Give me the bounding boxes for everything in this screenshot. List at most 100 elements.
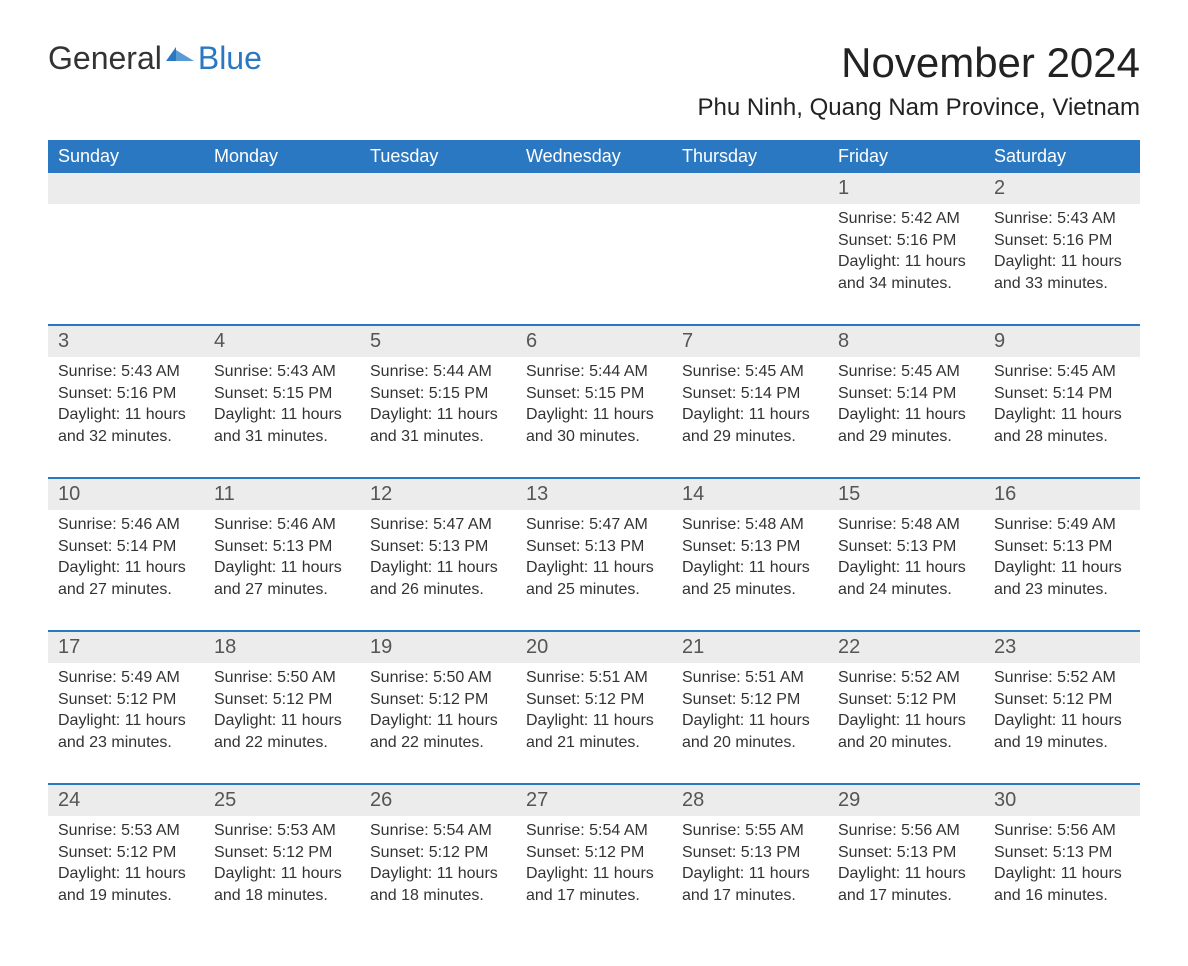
sunrise-value: 5:43 AM bbox=[277, 363, 336, 380]
sunset-line: Sunset: 5:12 PM bbox=[682, 689, 818, 711]
sunrise-value: 5:56 AM bbox=[1057, 822, 1116, 839]
daylight-line: Daylight: 11 hours and 26 minutes. bbox=[370, 557, 506, 600]
day-of-week-header: SundayMondayTuesdayWednesdayThursdayFrid… bbox=[48, 140, 1140, 173]
sunset-label: Sunset: bbox=[838, 844, 892, 861]
sunset-line: Sunset: 5:12 PM bbox=[838, 689, 974, 711]
day-cell bbox=[204, 204, 360, 314]
sunset-value: 5:12 PM bbox=[117, 691, 177, 708]
day-cell: Sunrise: 5:45 AMSunset: 5:14 PMDaylight:… bbox=[828, 357, 984, 467]
daylight-line: Daylight: 11 hours and 32 minutes. bbox=[58, 404, 194, 447]
day-cell: Sunrise: 5:49 AMSunset: 5:12 PMDaylight:… bbox=[48, 663, 204, 773]
sunset-line: Sunset: 5:12 PM bbox=[58, 689, 194, 711]
sunrise-value: 5:52 AM bbox=[1057, 669, 1116, 686]
daylight-line: Daylight: 11 hours and 20 minutes. bbox=[838, 710, 974, 753]
sunset-label: Sunset: bbox=[526, 538, 580, 555]
sunrise-value: 5:48 AM bbox=[745, 516, 804, 533]
day-number: 29 bbox=[828, 785, 984, 816]
sunset-label: Sunset: bbox=[214, 385, 268, 402]
sunrise-line: Sunrise: 5:47 AM bbox=[370, 514, 506, 536]
daylight-label: Daylight: bbox=[526, 406, 588, 423]
sunset-label: Sunset: bbox=[58, 538, 112, 555]
sunset-value: 5:12 PM bbox=[741, 691, 801, 708]
sunset-line: Sunset: 5:13 PM bbox=[370, 536, 506, 558]
sunrise-value: 5:49 AM bbox=[1057, 516, 1116, 533]
daylight-line: Daylight: 11 hours and 17 minutes. bbox=[526, 863, 662, 906]
sunrise-line: Sunrise: 5:56 AM bbox=[994, 820, 1130, 842]
dow-cell: Wednesday bbox=[516, 140, 672, 173]
sunset-label: Sunset: bbox=[526, 385, 580, 402]
sunrise-label: Sunrise: bbox=[682, 669, 741, 686]
sunset-line: Sunset: 5:12 PM bbox=[370, 842, 506, 864]
daylight-line: Daylight: 11 hours and 25 minutes. bbox=[682, 557, 818, 600]
daylight-line: Daylight: 11 hours and 30 minutes. bbox=[526, 404, 662, 447]
sunset-value: 5:12 PM bbox=[429, 844, 489, 861]
daylight-label: Daylight: bbox=[994, 559, 1056, 576]
day-number: 13 bbox=[516, 479, 672, 510]
day-number: 18 bbox=[204, 632, 360, 663]
day-cell bbox=[360, 204, 516, 314]
day-cell: Sunrise: 5:45 AMSunset: 5:14 PMDaylight:… bbox=[672, 357, 828, 467]
sunrise-line: Sunrise: 5:51 AM bbox=[682, 667, 818, 689]
daylight-line: Daylight: 11 hours and 27 minutes. bbox=[214, 557, 350, 600]
sunset-value: 5:13 PM bbox=[897, 538, 957, 555]
daylight-label: Daylight: bbox=[214, 406, 276, 423]
sunset-value: 5:15 PM bbox=[585, 385, 645, 402]
day-cell: Sunrise: 5:43 AMSunset: 5:16 PMDaylight:… bbox=[48, 357, 204, 467]
day-number bbox=[360, 173, 516, 204]
sunset-label: Sunset: bbox=[838, 385, 892, 402]
daylight-label: Daylight: bbox=[370, 712, 432, 729]
sunset-value: 5:16 PM bbox=[117, 385, 177, 402]
sunset-value: 5:12 PM bbox=[273, 844, 333, 861]
dow-cell: Monday bbox=[204, 140, 360, 173]
sunset-line: Sunset: 5:15 PM bbox=[214, 383, 350, 405]
sunset-line: Sunset: 5:16 PM bbox=[994, 230, 1130, 252]
daylight-line: Daylight: 11 hours and 21 minutes. bbox=[526, 710, 662, 753]
daylight-label: Daylight: bbox=[370, 865, 432, 882]
sunset-line: Sunset: 5:13 PM bbox=[994, 842, 1130, 864]
day-number: 22 bbox=[828, 632, 984, 663]
day-number: 15 bbox=[828, 479, 984, 510]
daylight-label: Daylight: bbox=[58, 559, 120, 576]
sunrise-value: 5:45 AM bbox=[1057, 363, 1116, 380]
sunrise-label: Sunrise: bbox=[370, 669, 429, 686]
daylight-label: Daylight: bbox=[838, 865, 900, 882]
sunset-label: Sunset: bbox=[526, 844, 580, 861]
daynum-band: 24252627282930 bbox=[48, 785, 1140, 816]
sunrise-value: 5:46 AM bbox=[277, 516, 336, 533]
sunrise-value: 5:54 AM bbox=[433, 822, 492, 839]
sunset-label: Sunset: bbox=[838, 691, 892, 708]
sunrise-line: Sunrise: 5:55 AM bbox=[682, 820, 818, 842]
sunrise-line: Sunrise: 5:46 AM bbox=[214, 514, 350, 536]
sunrise-label: Sunrise: bbox=[994, 210, 1053, 227]
brand-word-1: General bbox=[48, 40, 162, 77]
sunset-label: Sunset: bbox=[370, 385, 424, 402]
daylight-line: Daylight: 11 hours and 34 minutes. bbox=[838, 251, 974, 294]
day-cell bbox=[672, 204, 828, 314]
sunrise-label: Sunrise: bbox=[994, 363, 1053, 380]
sunrise-line: Sunrise: 5:45 AM bbox=[838, 361, 974, 383]
sunrise-line: Sunrise: 5:53 AM bbox=[214, 820, 350, 842]
daylight-label: Daylight: bbox=[994, 406, 1056, 423]
sunset-value: 5:16 PM bbox=[897, 232, 957, 249]
sunrise-value: 5:48 AM bbox=[901, 516, 960, 533]
day-number: 11 bbox=[204, 479, 360, 510]
sunset-value: 5:14 PM bbox=[117, 538, 177, 555]
day-cell: Sunrise: 5:48 AMSunset: 5:13 PMDaylight:… bbox=[828, 510, 984, 620]
sunrise-label: Sunrise: bbox=[682, 822, 741, 839]
sunset-line: Sunset: 5:16 PM bbox=[58, 383, 194, 405]
day-number: 23 bbox=[984, 632, 1140, 663]
sunrise-label: Sunrise: bbox=[682, 516, 741, 533]
sunset-line: Sunset: 5:13 PM bbox=[214, 536, 350, 558]
sunset-value: 5:15 PM bbox=[429, 385, 489, 402]
daylight-label: Daylight: bbox=[526, 865, 588, 882]
sunrise-label: Sunrise: bbox=[58, 363, 117, 380]
day-number: 8 bbox=[828, 326, 984, 357]
daylight-line: Daylight: 11 hours and 17 minutes. bbox=[838, 863, 974, 906]
daylight-label: Daylight: bbox=[214, 865, 276, 882]
day-number: 4 bbox=[204, 326, 360, 357]
daylight-label: Daylight: bbox=[526, 559, 588, 576]
day-number: 25 bbox=[204, 785, 360, 816]
sunset-line: Sunset: 5:13 PM bbox=[838, 536, 974, 558]
sunset-value: 5:13 PM bbox=[897, 844, 957, 861]
daylight-label: Daylight: bbox=[58, 406, 120, 423]
